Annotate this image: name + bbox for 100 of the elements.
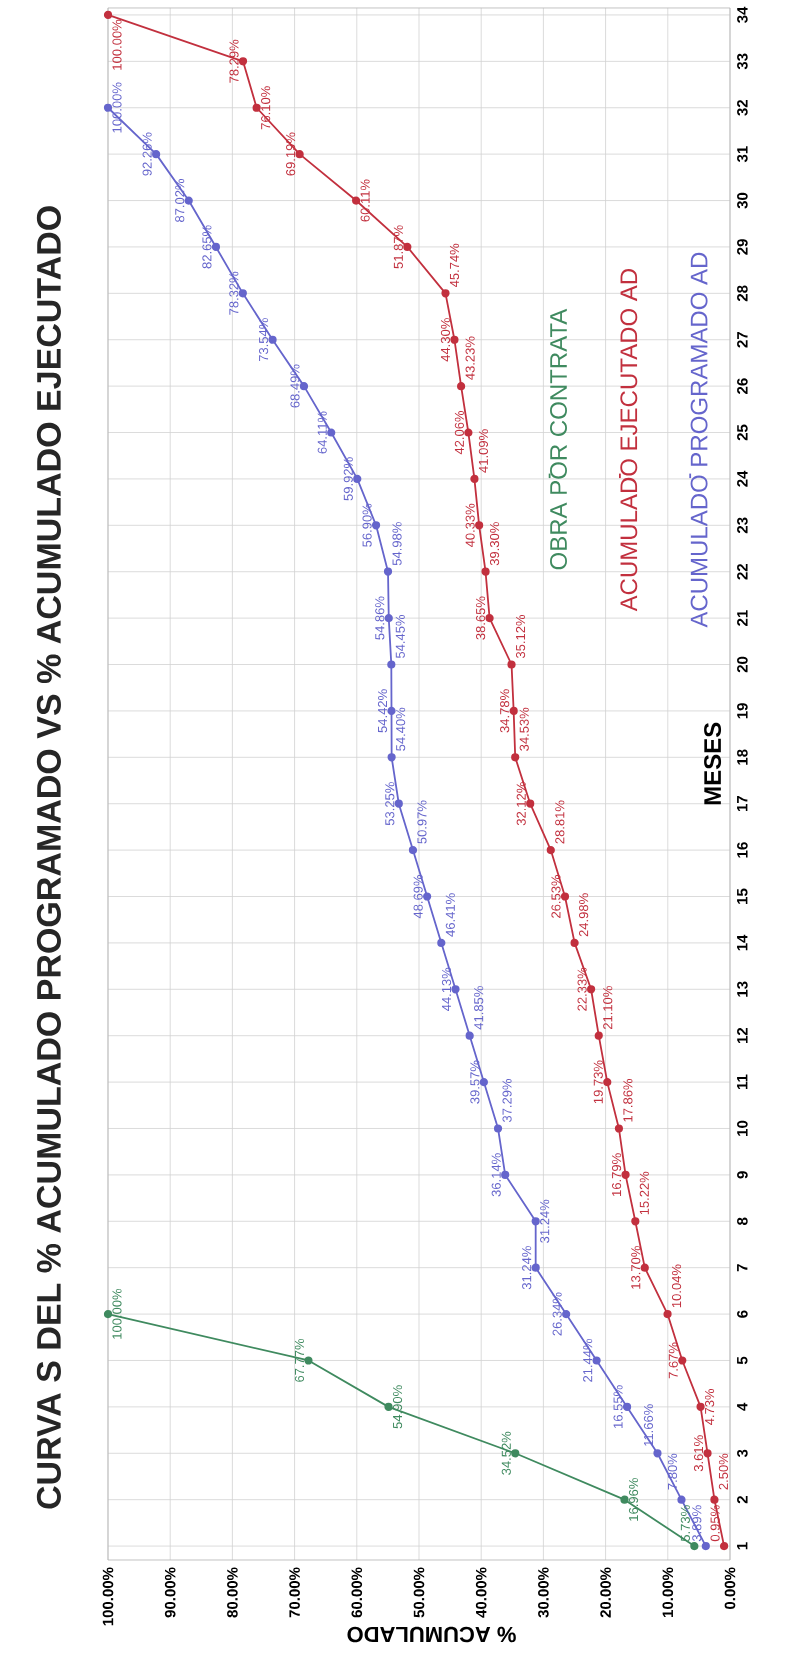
point bbox=[511, 1449, 520, 1458]
y-tick-label: 34 bbox=[737, 6, 748, 23]
text: ACUMULADO PROGRAMADO AD bbox=[690, 252, 708, 628]
annotation: 78.29% bbox=[229, 39, 239, 83]
annotation: 41.85% bbox=[474, 986, 484, 1030]
annotation: 34.52% bbox=[501, 1431, 511, 1475]
annotation: 17.86% bbox=[623, 1078, 633, 1122]
annotation: 5.73% bbox=[680, 1505, 690, 1542]
y-tick-label: 20 bbox=[737, 656, 748, 673]
annotation: 59.92% bbox=[343, 457, 353, 501]
annotation: 7.80% bbox=[667, 1453, 678, 1490]
x-tick-label: 60.00% bbox=[351, 1567, 363, 1618]
point bbox=[678, 1356, 687, 1365]
point bbox=[387, 753, 396, 762]
point bbox=[252, 103, 261, 112]
x-tick-label: 10.00% bbox=[662, 1567, 674, 1617]
y-tick-label: 1 bbox=[737, 1542, 748, 1550]
point bbox=[423, 892, 432, 901]
point bbox=[464, 428, 473, 437]
annotation: 42.06% bbox=[454, 410, 464, 455]
point bbox=[387, 706, 396, 716]
annotation: 26.53% bbox=[551, 874, 561, 918]
y-tick-label: 23 bbox=[737, 517, 748, 534]
y-tick-label: 21 bbox=[737, 610, 748, 626]
annotation: 46.41% bbox=[445, 893, 455, 937]
annotation: 69.19% bbox=[286, 132, 296, 176]
annotation: 41.09% bbox=[478, 429, 489, 473]
point bbox=[353, 474, 362, 484]
y-tick-label: 15 bbox=[737, 888, 748, 904]
annotation: 32.12% bbox=[516, 782, 526, 826]
point bbox=[268, 335, 277, 344]
annotation: 54.86% bbox=[375, 596, 385, 640]
point bbox=[703, 1449, 712, 1458]
y-tick-label: 27 bbox=[737, 332, 748, 348]
annotation: 67.77% bbox=[294, 1338, 305, 1382]
point bbox=[560, 892, 570, 901]
x-tick-label: 90.00% bbox=[164, 1567, 176, 1618]
annotation: 50.97% bbox=[417, 800, 427, 844]
y-tick-label: 32 bbox=[737, 100, 748, 116]
annotation: 34.78% bbox=[500, 689, 510, 733]
y-tick-label: 14 bbox=[737, 934, 748, 951]
annotation: 54.45% bbox=[395, 614, 405, 659]
point bbox=[103, 10, 113, 20]
point bbox=[493, 1124, 503, 1133]
y-tick-label: 17 bbox=[737, 796, 748, 812]
annotation: 48.69% bbox=[413, 874, 423, 919]
point bbox=[710, 1495, 719, 1504]
annotation: 39.30% bbox=[489, 522, 500, 566]
y-tick-label: 11 bbox=[737, 1074, 748, 1090]
annotation: 78.32% bbox=[229, 271, 239, 315]
y-tick-label: 29 bbox=[737, 239, 748, 255]
point bbox=[603, 1077, 612, 1087]
point bbox=[696, 1402, 705, 1411]
point bbox=[546, 846, 555, 855]
point bbox=[387, 660, 396, 669]
point bbox=[371, 521, 381, 530]
annotation: 53.25% bbox=[385, 782, 395, 826]
point bbox=[614, 1124, 623, 1133]
point bbox=[587, 985, 596, 994]
annotation: 31.24% bbox=[540, 1199, 550, 1243]
annotation: 56.90% bbox=[362, 503, 372, 547]
point bbox=[465, 1031, 474, 1040]
annotation: 4.73% bbox=[704, 1388, 715, 1425]
annotation: 44.13% bbox=[441, 967, 452, 1012]
point bbox=[437, 938, 446, 947]
point bbox=[677, 1495, 686, 1504]
point bbox=[441, 289, 450, 298]
x-tick-label: 100.00% bbox=[102, 1567, 114, 1626]
y-tick-label: 8 bbox=[737, 1217, 748, 1225]
point bbox=[511, 753, 520, 762]
y-tick-label: 6 bbox=[737, 1310, 748, 1318]
point bbox=[531, 1217, 540, 1226]
point bbox=[383, 567, 393, 576]
annotation: 37.29% bbox=[502, 1078, 512, 1123]
annotation: 64.11% bbox=[317, 411, 327, 454]
y-tick-label: 4 bbox=[737, 1402, 748, 1411]
point bbox=[621, 1170, 630, 1179]
annotation: 100.00% bbox=[112, 1288, 122, 1339]
annotation: 24.98% bbox=[579, 893, 589, 937]
annotation: 15.22% bbox=[639, 1171, 649, 1215]
point bbox=[594, 1031, 603, 1040]
annotation: 2.50% bbox=[718, 1453, 729, 1490]
point bbox=[631, 1217, 640, 1226]
point bbox=[327, 428, 336, 437]
point bbox=[457, 382, 466, 391]
y-tick-label: 9 bbox=[737, 1171, 748, 1179]
point bbox=[653, 1449, 662, 1458]
annotation: 44.30% bbox=[440, 318, 451, 362]
y-tick-label: 2 bbox=[737, 1496, 748, 1504]
annotation: 60.11% bbox=[360, 179, 370, 222]
y-tick-label: 31 bbox=[737, 146, 748, 163]
x-tick-label: 30.00% bbox=[538, 1567, 549, 1618]
point bbox=[152, 150, 161, 159]
point bbox=[450, 335, 459, 344]
annotation: 19.73% bbox=[593, 1060, 603, 1104]
annotation: 31.24% bbox=[522, 1246, 532, 1290]
y-tick-label: 13 bbox=[737, 981, 748, 997]
x-tick-label: 40.00% bbox=[475, 1567, 487, 1618]
annotation: 22.33% bbox=[577, 967, 587, 1011]
y-tick-label: 33 bbox=[737, 53, 748, 70]
